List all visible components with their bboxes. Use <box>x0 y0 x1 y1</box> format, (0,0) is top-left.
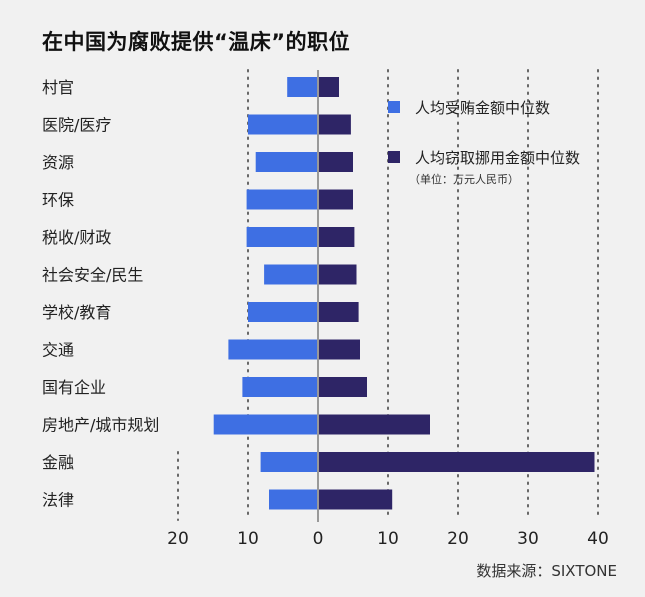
category-label-9: 房地产/城市规划 <box>42 416 159 435</box>
bar-bribe-1 <box>248 114 318 135</box>
tick-label-4: 20 <box>447 529 469 549</box>
legend-swatch-embezzle <box>388 151 400 163</box>
category-label-4: 税收/财政 <box>42 228 111 247</box>
bar-embezzle-2 <box>318 152 353 172</box>
legend-label-bribe: 人均受贿金额中位数 <box>415 99 550 117</box>
bar-bribe-10 <box>260 452 318 472</box>
legend-label-embezzle: 人均窃取挪用金额中位数 <box>415 149 580 167</box>
category-label-5: 社会安全/民生 <box>42 266 143 285</box>
tick-label-6: 40 <box>587 529 609 549</box>
gridlines <box>177 69 599 521</box>
category-label-10: 金融 <box>42 453 74 472</box>
bar-bribe-4 <box>246 227 318 247</box>
category-label-1: 医院/医疗 <box>42 116 111 135</box>
category-label-2: 资源 <box>42 153 74 172</box>
bar-bribe-9 <box>213 414 318 435</box>
bar-bribe-6 <box>248 302 318 322</box>
bar-embezzle-0 <box>318 77 339 97</box>
bar-embezzle-6 <box>318 302 359 322</box>
category-label-3: 环保 <box>42 191 74 210</box>
bar-embezzle-5 <box>318 264 357 285</box>
data-source: 数据来源：SIXTONE <box>476 562 617 580</box>
legend-unit-note: （单位：万元人民币） <box>409 172 519 186</box>
legend: 人均受贿金额中位数 人均窃取挪用金额中位数 （单位：万元人民币） <box>388 99 580 186</box>
bar-embezzle-11 <box>318 489 393 510</box>
bar-embezzle-9 <box>318 414 430 435</box>
chart-title: 在中国为腐败提供“温床”的职位 <box>42 30 351 54</box>
bar-embezzle-3 <box>318 189 353 210</box>
tick-label-1: 10 <box>237 529 259 549</box>
bar-bribe-0 <box>287 77 318 97</box>
bar-bribe-2 <box>255 152 318 172</box>
legend-swatch-bribe <box>388 101 400 113</box>
category-label-11: 法律 <box>42 491 74 510</box>
category-label-7: 交通 <box>42 341 74 360</box>
category-label-0: 村官 <box>42 78 74 97</box>
x-tick-labels: 20 10 0 10 20 30 40 <box>167 529 609 549</box>
tick-label-3: 10 <box>377 529 399 549</box>
tick-label-5: 30 <box>517 529 539 549</box>
bars <box>213 77 595 510</box>
tick-label-0: 20 <box>167 529 189 549</box>
bar-embezzle-10 <box>318 452 595 472</box>
bar-embezzle-8 <box>318 377 367 397</box>
category-labels: 村官医院/医疗资源环保税收/财政社会安全/民生学校/教育交通国有企业房地产/城市… <box>42 78 159 510</box>
category-label-8: 国有企业 <box>42 378 106 397</box>
bar-bribe-11 <box>269 489 318 510</box>
bar-embezzle-1 <box>318 114 351 135</box>
bar-bribe-3 <box>246 189 318 210</box>
category-label-6: 学校/教育 <box>42 303 111 322</box>
tick-label-2: 0 <box>313 529 324 549</box>
bar-bribe-5 <box>264 264 318 285</box>
bar-embezzle-7 <box>318 339 360 360</box>
bar-bribe-8 <box>242 377 318 397</box>
bar-embezzle-4 <box>318 227 355 247</box>
bar-bribe-7 <box>228 339 318 360</box>
